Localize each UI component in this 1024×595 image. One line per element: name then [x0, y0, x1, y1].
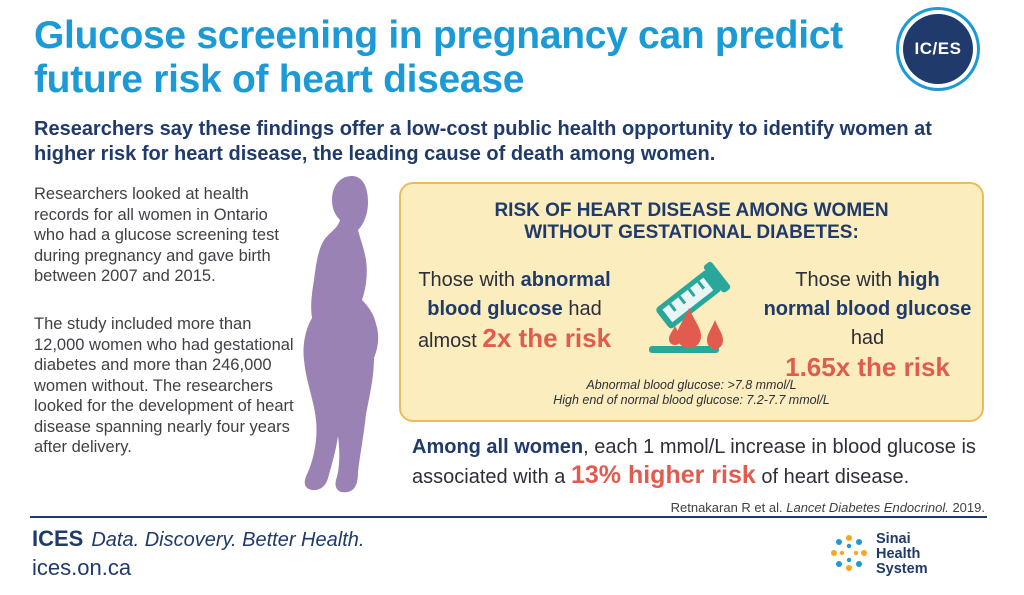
summary-statement: Among all women, each 1 mmol/L increase … — [412, 433, 992, 491]
summary-risk: 13% higher risk — [570, 461, 756, 489]
sinai-line-2: Health — [876, 546, 921, 562]
citation-year: 2019. — [948, 500, 985, 515]
risk-heading-line-1: RISK OF HEART DISEASE AMONG WOMEN — [494, 200, 889, 221]
page-title: Glucose screening in pregnancy can predi… — [34, 14, 843, 101]
summary-text-1: , each 1 mmol/L increase in blood glucos… — [412, 436, 976, 488]
stat-right-post: had — [850, 327, 885, 349]
subtitle: Researchers say these findings offer a l… — [34, 118, 932, 165]
stat-right-bold: high normal blood glucose — [763, 269, 972, 320]
footer-tagline: Data. Discovery. Better Health. — [91, 529, 365, 551]
sinai-line-3: System — [876, 561, 928, 577]
citation-authors: Retnakaran R et al. — [670, 500, 787, 515]
sinai-health-wordmark: Sinai Health System — [876, 532, 928, 577]
risk-heading: RISK OF HEART DISEASE AMONG WOMEN WITHOU… — [401, 200, 982, 244]
stat-left-risk: 2x the risk — [482, 323, 612, 353]
risk-box: RISK OF HEART DISEASE AMONG WOMEN WITHOU… — [399, 182, 984, 422]
intro-paragraph-1: Researchers looked at health records for… — [34, 185, 279, 285]
test-tube-blood-drops-icon — [649, 261, 731, 353]
ices-logo: IC/ES — [903, 14, 973, 84]
stat-right-risk: 1.65x the risk — [785, 352, 950, 382]
pregnant-woman-silhouette-icon — [303, 176, 379, 493]
stat-right-pre: Those with — [795, 269, 898, 291]
glucose-footnotes: Abnormal blood glucose: >7.8 mmol/L High… — [401, 378, 982, 408]
footer-divider — [30, 516, 987, 518]
intro-paragraph-2: The study included more than 12,000 wome… — [34, 315, 294, 456]
sinai-health-logo-icon — [831, 535, 867, 571]
citation-journal: Lancet Diabetes Endocrinol. — [786, 500, 949, 515]
risk-heading-line-2: WITHOUT GESTATIONAL DIABETES: — [524, 222, 859, 243]
ices-logo-text: IC/ES — [914, 39, 962, 58]
footnote-abnormal: Abnormal blood glucose: >7.8 mmol/L — [586, 378, 797, 392]
abnormal-glucose-stat: Those with abnormal blood glucose had al… — [407, 266, 622, 356]
citation: Retnakaran R et al. Lancet Diabetes Endo… — [560, 500, 985, 515]
footer-brand-name: ICES — [32, 526, 84, 551]
footer-url[interactable]: ices.on.ca — [32, 555, 132, 580]
stat-left-post: had almost — [417, 298, 602, 352]
summary-text-2: of heart disease. — [755, 466, 910, 488]
high-normal-glucose-stat: Those with high normal blood glucose had… — [760, 266, 975, 385]
summary-bold: Among all women — [412, 436, 584, 458]
footnote-high-normal: High end of normal blood glucose: 7.2-7.… — [553, 393, 830, 407]
stat-left-pre: Those with — [418, 269, 521, 291]
sinai-line-1: Sinai — [876, 531, 911, 547]
footer-brand: ICES Data. Discovery. Better Health. — [32, 526, 364, 552]
stat-left-bold: abnormal blood glucose — [427, 269, 611, 320]
